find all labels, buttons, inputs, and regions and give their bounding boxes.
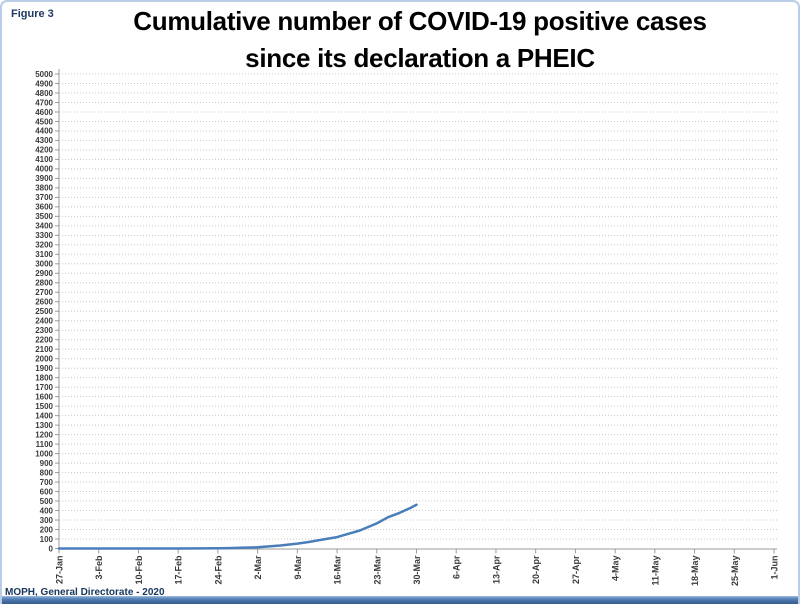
y-tick-label: 2200 <box>35 336 53 345</box>
y-tick-label: 2800 <box>35 279 53 288</box>
y-tick-label: 1000 <box>35 449 53 458</box>
y-tick-label: 3700 <box>35 193 53 202</box>
x-tick-label: 16-Mar <box>333 555 343 585</box>
y-tick-label: 1900 <box>35 364 53 373</box>
y-tick-label: 2900 <box>35 269 53 278</box>
x-tick-label: 25-May <box>730 556 740 587</box>
y-tick-label: 400 <box>40 506 54 515</box>
y-tick-label: 500 <box>40 497 54 506</box>
y-tick-label: 3400 <box>35 222 53 231</box>
y-tick-label: 2300 <box>35 326 53 335</box>
chart-title: Cumulative number of COVID-19 positive c… <box>50 3 790 77</box>
x-tick-label: 3-Feb <box>94 555 104 580</box>
y-tick-label: 1100 <box>36 440 54 449</box>
y-tick-label: 4900 <box>35 79 53 88</box>
y-tick-label: 5000 <box>35 70 53 79</box>
y-tick-label: 1500 <box>35 402 53 411</box>
y-tick-label: 3900 <box>35 174 53 183</box>
y-tick-label: 1200 <box>35 430 53 439</box>
x-tick-label: 4-May <box>611 556 621 582</box>
y-tick-label: 3500 <box>35 212 53 221</box>
y-tick-label: 1700 <box>35 383 53 392</box>
y-tick-label: 4300 <box>35 136 53 145</box>
data-line-cumulative-cases <box>57 503 418 550</box>
x-tick-label: 9-Mar <box>293 555 303 580</box>
y-tick-label: 3100 <box>35 250 53 259</box>
y-tick-label: 2600 <box>35 298 53 307</box>
x-tick-label: 20-Apr <box>531 555 541 584</box>
y-tick-label: 4600 <box>35 108 53 117</box>
y-tick-label: 900 <box>40 459 54 468</box>
y-tick-label: 3000 <box>35 260 53 269</box>
y-tick-label: 100 <box>40 535 54 544</box>
y-tick-label: 200 <box>40 525 54 534</box>
y-tick-label: 3800 <box>35 184 53 193</box>
y-tick-label: 800 <box>40 468 54 477</box>
x-tick-label: 24-Feb <box>213 555 223 585</box>
chart-title-line2: since its declaration a PHEIC <box>245 43 595 73</box>
y-tick-label: 3300 <box>35 231 53 240</box>
y-tick-label: 4500 <box>35 117 53 126</box>
x-tick-label: 2-Mar <box>253 555 263 580</box>
y-tick-label: 600 <box>40 487 54 496</box>
x-tick-label: 18-May <box>690 556 700 587</box>
x-tick-label: 6-Apr <box>452 555 462 579</box>
figure-label: Figure 3 <box>11 8 54 20</box>
y-tick-label: 300 <box>40 516 54 525</box>
x-tick-label: 1-Jun <box>769 556 779 580</box>
x-tick-label: 30-Mar <box>412 555 422 585</box>
x-tick-label: 10-Feb <box>134 555 144 585</box>
x-tick-label: 13-Apr <box>491 555 501 584</box>
y-tick-label: 2000 <box>35 355 53 364</box>
source-note: MOPH, General Directorate - 2020 <box>5 587 165 598</box>
x-tick-label: 27-Jan <box>55 556 65 585</box>
y-tick-label: 1300 <box>35 421 53 430</box>
y-tick-label: 4100 <box>35 155 53 164</box>
y-tick-label: 700 <box>40 478 54 487</box>
y-tick-label: 4200 <box>35 146 53 155</box>
y-tick-label: 4800 <box>35 89 53 98</box>
x-tick-label: 27-Apr <box>571 555 581 584</box>
x-tick-label: 17-Feb <box>174 555 184 585</box>
x-tick-label: 23-Mar <box>372 555 382 585</box>
y-tick-label: 4000 <box>35 165 53 174</box>
y-tick-label: 2700 <box>35 288 53 297</box>
y-tick-label: 1800 <box>35 373 53 382</box>
y-tick-label: 1600 <box>35 392 53 401</box>
x-tick-label: 11-May <box>650 556 660 586</box>
y-tick-label: 3200 <box>35 241 53 250</box>
y-tick-label: 0 <box>49 544 54 553</box>
y-tick-label: 2500 <box>35 307 53 316</box>
y-tick-label: 1400 <box>35 411 53 420</box>
y-tick-label: 2100 <box>35 345 53 354</box>
y-tick-label: 3600 <box>35 203 53 212</box>
bottom-bar <box>2 596 798 604</box>
chart-title-line1: Cumulative number of COVID-19 positive c… <box>133 6 707 36</box>
y-tick-label: 4400 <box>35 127 53 136</box>
y-tick-label: 2400 <box>35 317 53 326</box>
y-tick-label: 4700 <box>35 98 53 107</box>
